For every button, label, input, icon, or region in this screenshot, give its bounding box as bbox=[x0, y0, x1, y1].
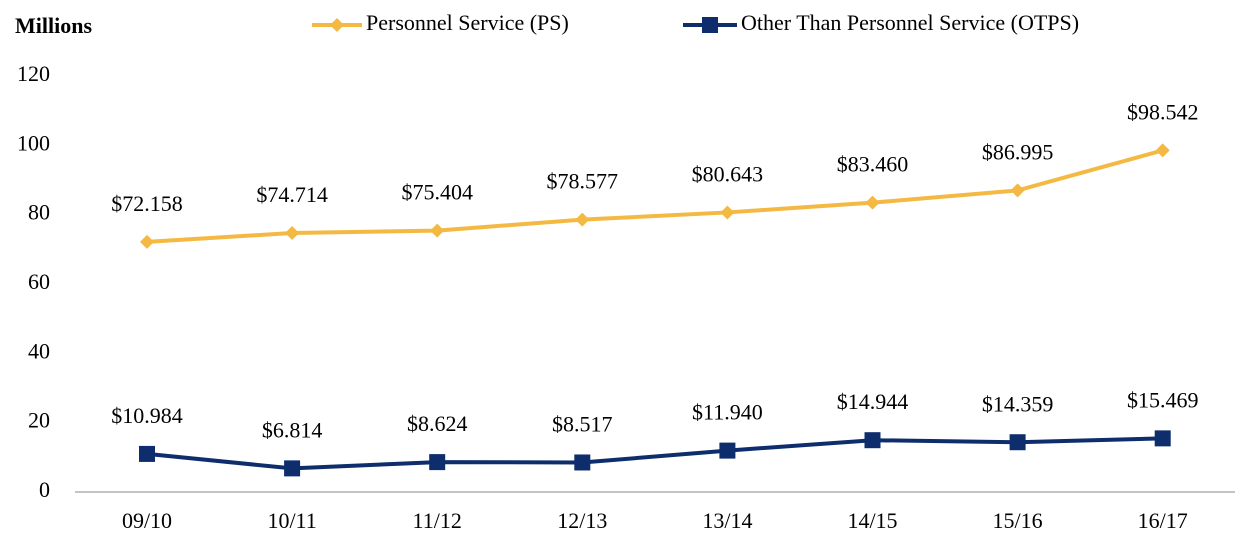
data-label: $8.624 bbox=[407, 411, 468, 436]
data-label: $74.714 bbox=[256, 182, 328, 207]
marker bbox=[575, 212, 590, 227]
data-label: $14.944 bbox=[837, 389, 909, 414]
x-tick-label: 11/12 bbox=[413, 508, 462, 533]
data-label: $14.359 bbox=[982, 391, 1054, 416]
marker bbox=[702, 17, 718, 33]
y-tick-label: 40 bbox=[28, 338, 50, 363]
data-label: $98.542 bbox=[1127, 99, 1199, 124]
y-tick-label: 80 bbox=[28, 200, 50, 225]
marker bbox=[720, 205, 735, 220]
data-label: $83.460 bbox=[837, 152, 909, 177]
data-label: $8.517 bbox=[552, 412, 613, 437]
marker bbox=[1154, 430, 1171, 447]
legend-label: Other Than Personnel Service (OTPS) bbox=[741, 10, 1079, 35]
data-label: $72.158 bbox=[111, 191, 183, 216]
data-label: $75.404 bbox=[401, 180, 473, 205]
marker bbox=[864, 432, 881, 449]
data-label: $78.577 bbox=[547, 169, 619, 194]
series-line bbox=[146, 436, 1163, 471]
marker bbox=[1009, 434, 1026, 451]
data-label: $86.995 bbox=[982, 139, 1054, 164]
y-tick-label: 60 bbox=[28, 269, 50, 294]
y-axis-label: Millions bbox=[15, 13, 92, 38]
marker bbox=[719, 442, 736, 459]
x-tick-label: 12/13 bbox=[557, 508, 607, 533]
marker bbox=[1010, 183, 1025, 198]
y-tick-label: 20 bbox=[28, 408, 50, 433]
marker bbox=[139, 445, 155, 462]
data-label: $15.469 bbox=[1127, 387, 1199, 412]
x-tick-label: 09/10 bbox=[122, 508, 172, 533]
x-tick-label: 14/15 bbox=[847, 508, 897, 533]
x-tick-label: 15/16 bbox=[993, 508, 1043, 533]
legend-label: Personnel Service (PS) bbox=[366, 10, 569, 35]
data-label: $80.643 bbox=[692, 161, 764, 186]
y-tick-label: 120 bbox=[17, 61, 50, 86]
marker bbox=[284, 460, 301, 477]
data-label: $6.814 bbox=[262, 417, 323, 442]
marker bbox=[865, 195, 880, 210]
data-label: $10.984 bbox=[111, 403, 183, 428]
marker bbox=[1155, 143, 1170, 158]
x-tick-label: 16/17 bbox=[1138, 508, 1188, 533]
series-line bbox=[146, 148, 1164, 244]
marker bbox=[330, 18, 344, 32]
y-tick-label: 100 bbox=[17, 130, 50, 155]
marker bbox=[574, 454, 591, 471]
marker bbox=[140, 234, 154, 249]
data-label: $11.940 bbox=[692, 400, 763, 425]
x-tick-label: 13/14 bbox=[702, 508, 752, 533]
x-tick-label: 10/11 bbox=[267, 508, 316, 533]
y-tick-label: 0 bbox=[39, 477, 50, 502]
marker bbox=[430, 223, 445, 238]
marker bbox=[429, 454, 446, 471]
marker bbox=[285, 225, 300, 240]
